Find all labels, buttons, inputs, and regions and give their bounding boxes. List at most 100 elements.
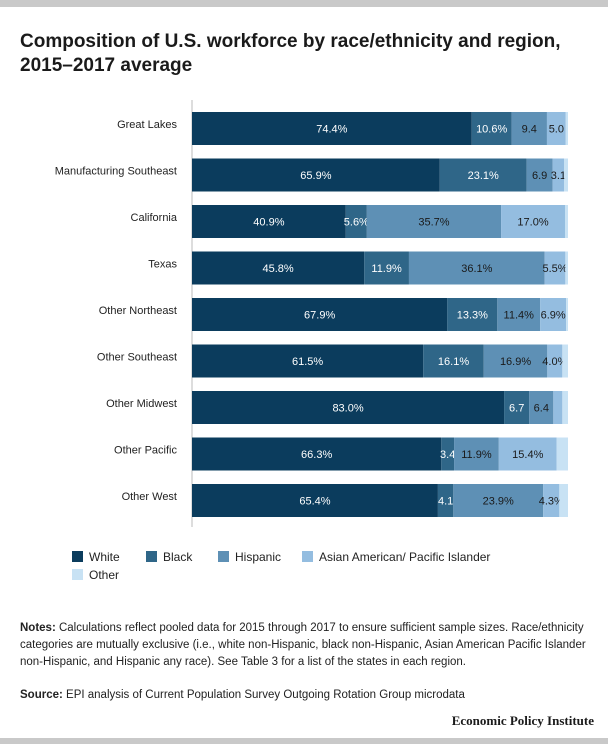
bar-segment	[501, 205, 565, 238]
bar-segment	[447, 298, 498, 331]
legend-item: Asian American/ Pacific Islander	[302, 550, 490, 564]
bar-segment	[511, 112, 547, 145]
category-label: Other Northeast	[99, 305, 177, 317]
bar-segment	[453, 484, 544, 517]
data-label: 15.4%	[512, 449, 543, 461]
bar-segment	[364, 251, 409, 285]
bar-segment	[345, 205, 367, 238]
data-label: 36.1%	[461, 263, 492, 275]
data-label: 11.9%	[461, 449, 492, 461]
legend-label: Asian American/ Pacific Islander	[319, 550, 491, 564]
source: Source: EPI analysis of Current Populati…	[20, 687, 595, 704]
bar-segment	[504, 391, 530, 424]
bar-segment	[566, 298, 568, 331]
category-label: Other West	[122, 491, 177, 503]
category-label: Other Southeast	[97, 352, 177, 364]
category-label: Great Lakes	[117, 119, 177, 131]
bar-segment	[192, 391, 505, 424]
data-label: 13.3%	[457, 310, 488, 322]
bar-segment	[498, 437, 557, 471]
bottom-rule	[0, 738, 608, 744]
data-label: 66.3%	[301, 449, 332, 461]
data-label: 4.1	[438, 496, 453, 508]
bar-segment	[192, 344, 424, 378]
bar-segment	[483, 344, 548, 378]
data-label: 74.4%	[316, 124, 347, 136]
data-label: 9.4	[522, 124, 537, 136]
data-label: 45.8%	[263, 263, 294, 275]
data-label: 16.9%	[500, 356, 531, 368]
legend-item: White	[72, 550, 120, 564]
bar-segment	[565, 112, 568, 145]
data-label: 16.1%	[438, 356, 469, 368]
data-label: 6.9%	[541, 310, 566, 322]
legend-swatch	[302, 551, 313, 562]
bar-segment	[497, 298, 541, 331]
data-label: 6.9	[532, 170, 547, 182]
bar-segment	[423, 344, 484, 378]
legend-label: Black	[163, 550, 193, 564]
legend-swatch	[72, 569, 83, 580]
bar-segment	[192, 158, 440, 192]
category-label: California	[131, 212, 178, 224]
data-label: 61.5%	[292, 356, 323, 368]
bar-segment	[192, 205, 346, 238]
bar-segment	[546, 112, 566, 145]
bar-segment	[366, 205, 502, 238]
bar-segment	[547, 344, 563, 378]
bar-segment	[454, 437, 499, 471]
top-rule	[0, 0, 608, 7]
stacked-bar-chart: Great Lakes 74.4% 10.6% 9.4 5.0 Manufacturing…	[55, 100, 568, 527]
bar-segment	[540, 298, 567, 331]
bar-segment	[437, 484, 454, 517]
data-label: 4.0%	[542, 356, 567, 368]
bar-segment	[192, 298, 448, 331]
data-label: 11.4%	[504, 310, 535, 322]
data-label: 65.4%	[299, 496, 330, 508]
legend-label: White	[89, 550, 120, 564]
bar-segment	[559, 484, 568, 517]
legend-swatch	[72, 551, 83, 562]
category-label: Other Pacific	[114, 445, 177, 457]
bar-segment	[529, 391, 554, 424]
data-label: 23.9%	[483, 496, 514, 508]
legend-item: Black	[146, 550, 192, 564]
bar-segment	[441, 437, 455, 471]
source-text: EPI analysis of Current Population Surve…	[62, 689, 465, 701]
bar-segment	[192, 112, 472, 145]
bar-segment	[192, 484, 438, 517]
data-label: 5.5%	[542, 263, 567, 275]
data-label: 6.4	[534, 403, 549, 415]
bar-segment	[192, 437, 442, 471]
legend-swatch	[146, 551, 157, 562]
data-label: 40.9%	[253, 217, 284, 229]
data-label: 35.7%	[418, 217, 449, 229]
category-label: Manufacturing Southeast	[55, 166, 177, 178]
data-label: 5.0	[549, 124, 564, 136]
bar-segment	[553, 391, 563, 424]
data-label: 67.9%	[304, 310, 335, 322]
data-label: 11.9%	[371, 263, 402, 275]
bar-segment	[543, 484, 560, 517]
bar-segment	[564, 205, 568, 238]
data-label: 65.9%	[300, 170, 331, 182]
notes-text: Calculations reflect pooled data for 201…	[20, 622, 586, 668]
chart-title: Composition of U.S. workforce by race/et…	[20, 31, 561, 76]
source-label: Source:	[20, 689, 63, 701]
brand-logo-text: Economic Policy Institute	[451, 713, 594, 728]
bar-segment	[556, 437, 568, 471]
bar-segment	[192, 251, 365, 285]
bar-segment	[471, 112, 512, 145]
bar-segment	[562, 391, 568, 424]
legend-label: Hispanic	[235, 550, 282, 564]
bar-segment	[526, 158, 553, 192]
bar-segment	[439, 158, 527, 192]
bar-segment	[565, 251, 568, 285]
data-label: 10.6%	[476, 124, 507, 136]
bar-segment	[562, 344, 568, 378]
legend-label: Other	[89, 568, 120, 582]
category-label: Texas	[148, 259, 177, 271]
notes: Notes: Calculations reflect pooled data …	[20, 620, 595, 671]
data-label: 4.3%	[539, 496, 564, 508]
legend-swatch	[218, 551, 229, 562]
